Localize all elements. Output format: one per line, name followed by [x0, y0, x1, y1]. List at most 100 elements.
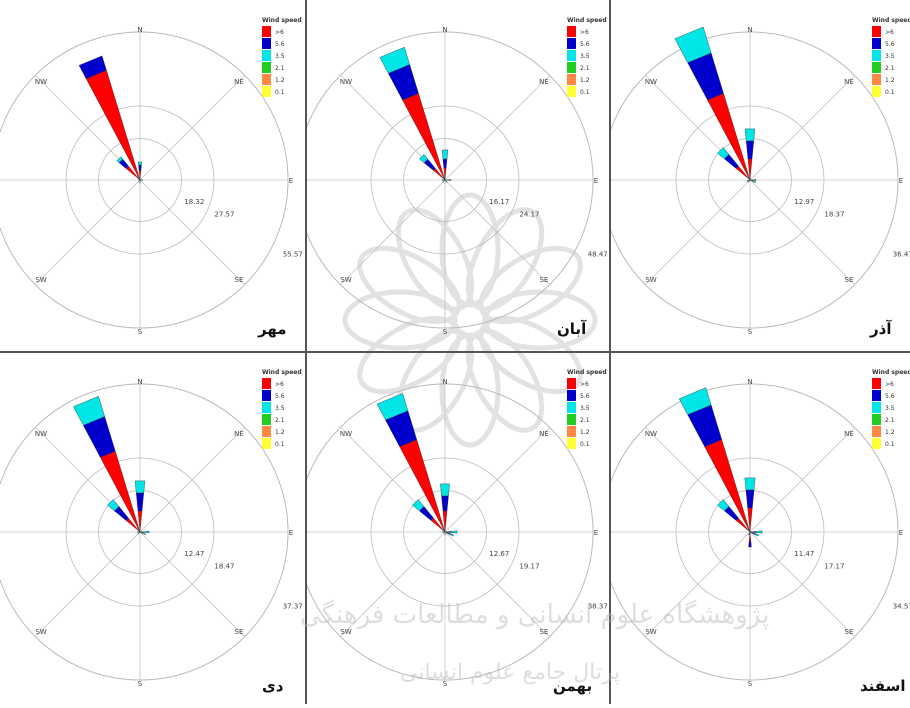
- grid-spoke: [35, 532, 140, 637]
- legend-swatch: [567, 390, 576, 401]
- petal-segment: [139, 165, 142, 171]
- legend-title: Wind speed: [262, 17, 302, 24]
- petal-segment: [442, 496, 449, 511]
- direction-label: SE: [845, 276, 854, 284]
- legend-label: 5.6: [885, 41, 895, 48]
- legend-swatch: [872, 38, 881, 49]
- petal-segment: [440, 484, 449, 496]
- direction-label: SE: [540, 276, 549, 284]
- legend-label: 1.2: [885, 429, 895, 436]
- legend-label: 3.5: [275, 53, 285, 60]
- direction-label: S: [138, 680, 143, 688]
- petal-segment: [753, 181, 756, 183]
- legend-label: 1.2: [580, 77, 590, 84]
- month-label: دی: [262, 677, 283, 695]
- direction-label: SE: [845, 628, 854, 636]
- legend-swatch: [872, 378, 881, 389]
- petal-segment: [86, 70, 140, 180]
- grid-spoke: [140, 75, 245, 180]
- horizontal-divider: [0, 351, 910, 353]
- direction-label: NE: [234, 78, 244, 86]
- legend-swatch: [872, 390, 881, 401]
- vertical-divider-right: [609, 0, 611, 704]
- petal-segment: [442, 180, 445, 181]
- petal-segment: [442, 150, 448, 159]
- grid-spoke: [750, 180, 855, 285]
- ring-value-label: 18.37: [824, 210, 844, 218]
- legend-swatch: [567, 402, 576, 413]
- direction-label: NE: [844, 78, 854, 86]
- grid-spoke: [445, 427, 550, 532]
- ring-value-label: 12.97: [794, 198, 814, 206]
- legend-swatch: [872, 426, 881, 437]
- legend-title: Wind speed: [872, 369, 910, 376]
- watermark-text-2: پرتال جامع علوم انسانی: [400, 660, 620, 685]
- legend-swatch: [262, 86, 271, 97]
- legend-swatch: [262, 414, 271, 425]
- direction-label: N: [442, 378, 447, 386]
- legend-swatch: [567, 26, 576, 37]
- legend-label: 3.5: [885, 53, 895, 60]
- petal-segment: [140, 180, 141, 183]
- grid-spoke: [140, 427, 245, 532]
- petal-segment: [445, 532, 446, 535]
- legend-label: 5.6: [275, 393, 285, 400]
- legend-swatch: [567, 438, 576, 449]
- legend-label: 1.2: [275, 77, 285, 84]
- month-label: مهر: [258, 320, 287, 338]
- petal-segment: [135, 481, 145, 493]
- legend-swatch: [872, 414, 881, 425]
- grid-spoke: [35, 180, 140, 285]
- grid-spoke: [445, 75, 550, 180]
- grid-spoke: [140, 532, 245, 637]
- legend-swatch: [872, 74, 881, 85]
- direction-label: E: [899, 177, 903, 185]
- petal-segment: [749, 541, 752, 547]
- legend-swatch: [262, 402, 271, 413]
- legend-swatch: [567, 62, 576, 73]
- legend-label: 2.1: [275, 65, 285, 72]
- petal-segment: [745, 129, 755, 141]
- legend-label: 5.6: [275, 41, 285, 48]
- legend-swatch: [872, 86, 881, 97]
- direction-label: S: [443, 328, 448, 336]
- direction-label: SW: [340, 276, 351, 284]
- direction-label: S: [138, 328, 143, 336]
- ring-value-label: 24.17: [519, 210, 539, 218]
- grid-spoke: [645, 180, 750, 285]
- ring-value-label: 16.17: [489, 198, 509, 206]
- petal-segment: [450, 534, 453, 536]
- legend-label: 5.6: [580, 41, 590, 48]
- month-label: آبان: [557, 320, 586, 338]
- legend-swatch: [262, 62, 271, 73]
- ring-value-label: 34.57: [893, 603, 910, 611]
- petal-segment: [442, 532, 445, 533]
- legend-swatch: [872, 438, 881, 449]
- petal-segment: [745, 478, 755, 490]
- direction-label: E: [594, 177, 598, 185]
- petal-segment: [448, 179, 451, 180]
- direction-label: NE: [844, 430, 854, 438]
- direction-label: N: [442, 26, 447, 34]
- petal-segment: [143, 531, 149, 533]
- petal-segment: [451, 531, 457, 533]
- direction-label: N: [137, 378, 142, 386]
- legend-label: 2.1: [580, 417, 590, 424]
- legend-label: 0.1: [275, 441, 285, 448]
- direction-label: SW: [645, 276, 656, 284]
- legend-title: Wind speed: [567, 369, 607, 376]
- legend-label: 0.1: [885, 441, 895, 448]
- ring-value-label: 19.17: [519, 562, 539, 570]
- ring-value-label: 18.47: [214, 562, 234, 570]
- grid-spoke: [140, 180, 245, 285]
